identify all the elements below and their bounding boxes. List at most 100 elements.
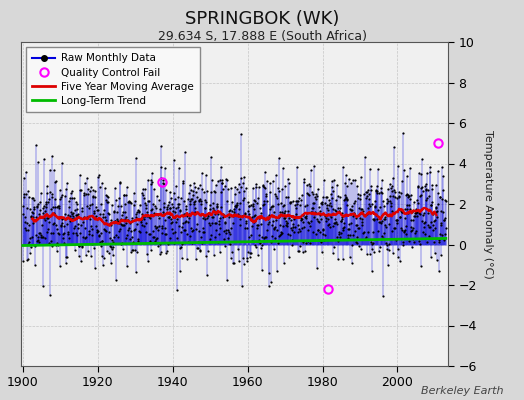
Point [331,207,339,213]
Point [173,204,182,210]
Point [176,244,184,251]
Point [262,234,270,240]
Point [359,208,368,214]
Point [190,209,199,216]
Point [180,211,189,218]
Point [280,215,289,221]
Point [113,216,121,223]
Point [74,225,83,231]
Point [409,236,417,242]
Point [236,200,245,207]
Point [51,179,60,186]
Point [348,232,357,238]
Point [276,232,285,238]
Point [30,206,39,212]
Point [388,183,396,190]
Point [408,244,416,250]
Point [196,198,205,204]
Point [317,200,325,206]
Point [414,200,422,206]
Point [197,200,205,207]
Point [57,223,66,230]
Point [56,263,64,269]
Point [138,189,146,196]
Point [377,219,386,226]
Point [60,230,68,236]
Point [428,186,436,192]
Point [379,235,387,241]
Point [92,227,101,234]
Point [278,229,286,236]
Point [38,282,47,289]
Point [128,215,137,222]
Point [202,172,210,178]
Point [21,225,29,231]
Point [31,242,39,249]
Point [166,205,174,212]
Point [299,219,308,226]
Point [248,214,256,220]
Point [139,195,148,201]
Point [28,195,36,201]
Point [361,212,369,219]
Point [114,218,122,224]
Point [365,196,373,202]
Point [41,216,49,223]
Point [364,205,373,211]
Point [111,218,119,224]
Point [389,193,397,199]
Point [162,204,171,210]
Point [312,191,321,197]
Point [179,180,188,186]
Point [301,248,309,254]
Point [84,248,93,254]
Point [36,230,45,236]
Point [291,214,300,220]
Point [337,218,345,224]
Point [236,216,244,222]
Point [27,213,36,220]
Point [27,234,36,240]
Point [355,225,364,231]
Point [310,163,318,170]
Point [107,222,116,228]
Point [226,185,235,191]
Point [72,230,80,236]
Point [136,229,145,236]
Point [380,202,388,209]
Point [296,242,304,249]
Point [381,224,390,230]
Point [393,217,401,223]
Point [94,231,103,238]
Point [190,201,199,207]
Point [114,203,122,210]
Point [35,238,43,245]
Point [48,243,56,250]
Point [168,226,176,232]
Point [132,269,140,275]
Point [185,197,194,204]
Point [303,182,311,189]
Point [53,240,61,246]
Point [379,197,388,204]
Point [104,199,113,205]
Point [40,156,48,162]
Point [440,216,448,223]
Point [264,216,272,222]
Point [386,193,394,199]
Point [44,198,52,205]
Point [298,225,306,232]
Point [214,218,223,224]
Point [124,227,132,234]
Point [37,222,46,228]
Point [206,222,214,228]
Point [64,229,72,235]
Point [373,187,381,194]
Point [139,213,148,220]
Point [164,202,172,209]
Point [38,234,47,240]
Point [214,211,222,218]
Point [326,200,334,206]
Point [229,260,237,266]
Point [273,227,281,233]
